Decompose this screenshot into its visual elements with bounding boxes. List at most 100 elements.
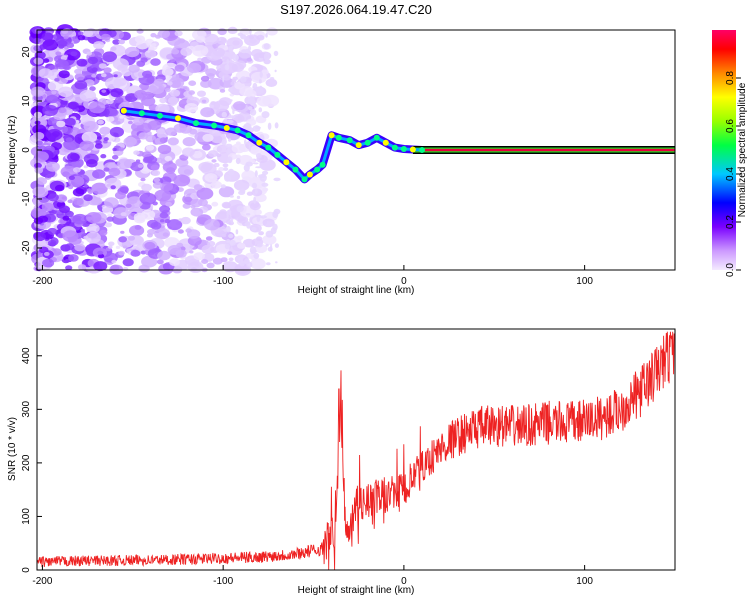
ridge-peak: [391, 144, 398, 151]
heatmap-blob: [99, 126, 111, 135]
heatmap-blob: [197, 57, 203, 62]
heatmap-blob: [138, 132, 149, 140]
heatmap-blob: [62, 126, 73, 135]
heatmap-blob: [211, 201, 219, 207]
heatmap-blob: [266, 27, 278, 36]
heatmap-blob: [110, 88, 124, 98]
heatmap-blob: [222, 74, 231, 81]
heatmap-blob: [86, 51, 92, 56]
y-tick-label: -10: [21, 191, 32, 206]
heatmap-blob: [273, 50, 279, 57]
heatmap-blob: [73, 167, 81, 173]
heatmap-blob: [104, 104, 110, 108]
heatmap-blob: [230, 218, 234, 224]
heatmap-blob: [246, 57, 253, 62]
heatmap-blob: [229, 239, 236, 246]
heatmap-blob: [249, 145, 263, 155]
heatmap-blob: [104, 197, 119, 208]
heatmap-blob: [249, 246, 257, 255]
heatmap-blob: [34, 151, 49, 162]
heatmap-blob: [56, 62, 64, 68]
heatmap-blob: [107, 245, 113, 249]
heatmap-blob: [262, 234, 277, 245]
heatmap-blob: [194, 263, 200, 267]
heatmap-blob: [68, 175, 75, 180]
heatmap-blob: [151, 170, 161, 176]
ridge-peak: [355, 142, 362, 149]
ridge-peak: [373, 134, 380, 141]
colorbar-tick-label: 0.2: [725, 215, 736, 229]
heatmap-blob: [261, 182, 269, 187]
heatmap-blob: [188, 90, 195, 95]
heatmap-blob: [141, 183, 153, 192]
ridge-peak: [211, 122, 218, 129]
heatmap-blob: [235, 157, 241, 165]
constant-tone-band: [412, 146, 675, 154]
heatmap-blob: [94, 143, 103, 149]
ridge-peak: [419, 147, 425, 153]
ridge-peak: [314, 166, 321, 173]
heatmap-blob: [202, 144, 211, 151]
heatmap-blob: [41, 32, 54, 41]
heatmap-blob: [255, 86, 264, 94]
heatmap-blob: [222, 261, 238, 273]
ridge-peak: [223, 125, 230, 131]
heatmap-blob: [228, 45, 233, 53]
heatmap-blob: [64, 258, 71, 263]
heatmap-blob: [209, 101, 221, 110]
heatmap-blob: [205, 68, 217, 77]
heatmap-blob: [274, 243, 279, 249]
heatmap-blob: [224, 64, 230, 71]
ridge-peak: [301, 176, 308, 183]
heatmap-blob: [273, 208, 281, 215]
heatmap-blob: [253, 252, 260, 259]
heatmap-blob: [85, 232, 101, 244]
heatmap-blob: [133, 150, 140, 155]
heatmap-blob: [269, 77, 275, 80]
heatmap-blob: [113, 207, 130, 219]
heatmap-blob: [222, 75, 225, 83]
heatmap-blob: [165, 167, 176, 174]
heatmap-blob: [103, 67, 112, 74]
heatmap-blob: [147, 120, 162, 131]
heatmap-blob: [34, 167, 44, 174]
heatmap-blob: [184, 196, 193, 203]
heatmap-blob: [127, 120, 133, 125]
heatmap-blob: [83, 121, 99, 132]
heatmap-blob: [256, 236, 263, 241]
heatmap-blob: [232, 76, 238, 81]
heatmap-blob: [197, 131, 205, 137]
heatmap-blob: [252, 176, 259, 181]
heatmap-blob: [180, 216, 191, 225]
heatmap-blob: [221, 111, 227, 118]
heatmap-blob: [144, 241, 156, 250]
ridge-peak: [138, 110, 145, 117]
heatmap-blob: [142, 70, 153, 79]
heatmap-blob: [141, 255, 158, 268]
heatmap-blob: [171, 48, 180, 55]
heatmap-blob: [147, 219, 159, 228]
heatmap-blob: [106, 216, 114, 222]
heatmap-blob: [62, 230, 79, 242]
y-tick-label: 0: [21, 567, 32, 573]
heatmap-blob: [87, 190, 93, 194]
heatmap-blob: [129, 225, 145, 236]
ridge-peak: [328, 132, 335, 139]
heatmap-blob: [221, 138, 227, 146]
heatmap-blob: [157, 29, 170, 39]
heatmap-blob: [231, 143, 246, 154]
heatmap-blob: [186, 62, 202, 74]
heatmap-blob: [201, 99, 207, 104]
heatmap-blob: [168, 77, 185, 89]
heatmap-blob: [183, 169, 192, 175]
heatmap-blob: [226, 148, 231, 155]
heatmap-blob: [93, 41, 105, 50]
heatmap-blob: [256, 243, 263, 248]
heatmap-blob: [174, 30, 183, 37]
heatmap-blob: [155, 103, 170, 114]
colorbar-tick-label: 0.8: [725, 71, 736, 85]
heatmap-blob: [30, 86, 46, 97]
heatmap-blob: [237, 242, 246, 249]
heatmap-blob: [56, 256, 63, 261]
heatmap-blob: [83, 194, 93, 202]
